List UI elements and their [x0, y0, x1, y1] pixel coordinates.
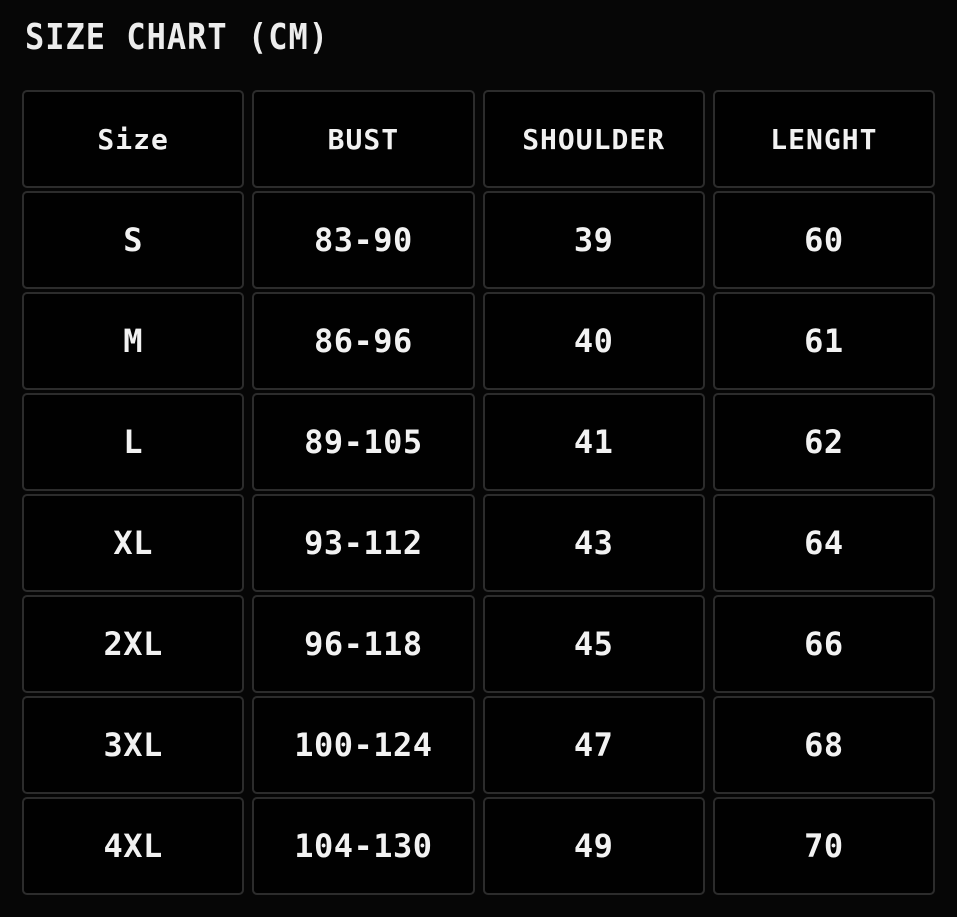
size-cell: 3XL	[22, 696, 245, 794]
size-cell: 2XL	[22, 595, 245, 693]
shoulder-cell: 49	[482, 797, 705, 895]
table-row: 3XL 100-124 47 68	[22, 696, 935, 794]
bust-cell: 104-130	[252, 797, 475, 895]
size-cell: 4XL	[22, 797, 245, 895]
shoulder-cell: 41	[482, 393, 705, 491]
table-row: M 86-96 40 61	[22, 292, 935, 390]
bust-cell: 86-96	[252, 292, 475, 390]
size-cell: M	[22, 292, 245, 390]
size-cell: S	[22, 191, 245, 289]
table-row: 4XL 104-130 49 70	[22, 797, 935, 895]
length-cell: 62	[712, 393, 935, 491]
length-cell: 70	[712, 797, 935, 895]
shoulder-cell: 43	[482, 494, 705, 592]
page-title: SIZE CHART (CM)	[25, 16, 329, 58]
table-row: S 83-90 39 60	[22, 191, 935, 289]
column-header-size: Size	[22, 90, 245, 188]
bust-cell: 93-112	[252, 494, 475, 592]
shoulder-cell: 47	[482, 696, 705, 794]
length-cell: 66	[712, 595, 935, 693]
length-cell: 68	[712, 696, 935, 794]
table-header-row: Size BUST SHOULDER LENGHT	[22, 90, 935, 188]
table-row: 2XL 96-118 45 66	[22, 595, 935, 693]
table-row: XL 93-112 43 64	[22, 494, 935, 592]
table-row: L 89-105 41 62	[22, 393, 935, 491]
shoulder-cell: 45	[482, 595, 705, 693]
column-header-length: LENGHT	[712, 90, 935, 188]
shoulder-cell: 40	[482, 292, 705, 390]
bust-cell: 100-124	[252, 696, 475, 794]
size-cell: L	[22, 393, 245, 491]
size-cell: XL	[22, 494, 245, 592]
length-cell: 60	[712, 191, 935, 289]
bust-cell: 96-118	[252, 595, 475, 693]
column-header-shoulder: SHOULDER	[482, 90, 705, 188]
length-cell: 61	[712, 292, 935, 390]
bust-cell: 89-105	[252, 393, 475, 491]
column-header-bust: BUST	[252, 90, 475, 188]
shoulder-cell: 39	[482, 191, 705, 289]
size-chart-table: Size BUST SHOULDER LENGHT S 83-90 39 60 …	[22, 90, 935, 895]
length-cell: 64	[712, 494, 935, 592]
bust-cell: 83-90	[252, 191, 475, 289]
